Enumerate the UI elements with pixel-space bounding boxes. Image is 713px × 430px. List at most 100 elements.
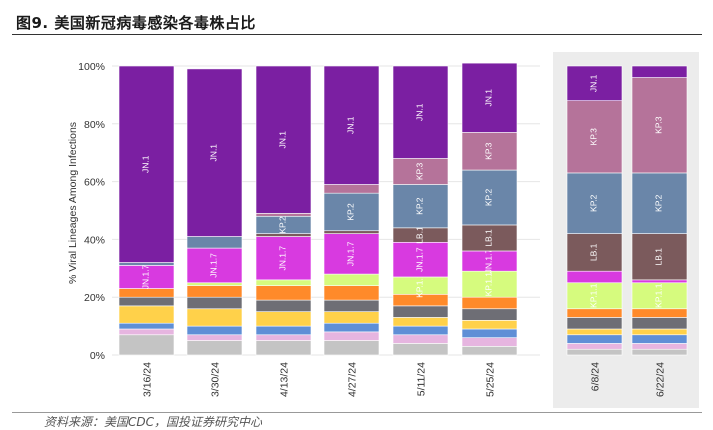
segment-label: KP.1.1 <box>654 283 664 308</box>
segment-label: KP.2 <box>346 203 356 221</box>
segment-label: JN.1 <box>346 116 356 134</box>
bar-segment <box>255 236 312 281</box>
bar-segment <box>118 334 175 356</box>
bar-segment <box>566 270 623 284</box>
bar-segment <box>255 340 312 356</box>
bar-segment <box>631 279 688 284</box>
bar-segment <box>323 322 380 333</box>
bar-segment <box>631 343 688 350</box>
segment-label: KP.2 <box>589 194 599 212</box>
bar-segment <box>186 334 243 341</box>
bar-segment <box>631 328 688 336</box>
segment-label: KP.1.1 <box>589 283 599 308</box>
x-tick-label: 6/8/24 <box>590 362 602 391</box>
bar-group: KP.1.1 LB.1 KP.2 KP.3 <box>631 65 688 356</box>
segment-label: KP.1.1 <box>484 272 494 297</box>
segment-label: KP.2 <box>484 189 494 207</box>
bar-segment <box>631 172 688 234</box>
title-divider <box>12 34 702 35</box>
bar-segment <box>118 65 175 263</box>
segment-label: JN.1 <box>484 89 494 107</box>
bar-segment <box>461 320 518 330</box>
bar-segment <box>461 346 518 356</box>
bar-segment <box>323 285 380 301</box>
segment-label: KP.1.1 <box>415 273 425 298</box>
bar-segment <box>566 65 623 101</box>
y-tick-label: 40% <box>84 234 105 246</box>
bar-group: KP.1.1 LB.1 KP.2 KP.3 JN.1 <box>566 65 623 356</box>
bar-segment <box>631 317 688 330</box>
bar-segment <box>255 279 312 286</box>
bar-group: KP.1.1JN.1.7 LB.1 KP.2 KP.3 JN.1 <box>461 62 518 356</box>
bar-segment <box>631 308 688 318</box>
bar-segment <box>461 62 518 133</box>
segment-label: JN.1 <box>278 131 288 149</box>
bar-segment <box>461 132 518 171</box>
footer-divider <box>12 412 702 413</box>
bar-segment <box>186 325 243 336</box>
bar-segment <box>631 233 688 281</box>
y-tick-label: 80% <box>84 119 105 131</box>
segment-label: JN.1.7 <box>141 264 151 289</box>
segment-label: JN.1 <box>589 74 599 92</box>
bar-segment <box>566 308 623 318</box>
segment-label: KP.3 <box>589 128 599 146</box>
bar-segment <box>255 325 312 336</box>
bar-segment <box>566 172 623 234</box>
y-axis-ticks: 0% 20% 40% 60% 80% 100% <box>78 61 105 362</box>
bar-segment <box>392 343 449 356</box>
x-tick-label: 5/11/24 <box>416 362 428 396</box>
bar-segment <box>631 334 688 344</box>
bar-segment <box>392 241 449 278</box>
bar-segment <box>392 325 449 336</box>
x-tick-label: 4/13/24 <box>279 362 291 397</box>
bar-segment <box>118 322 175 330</box>
segment-label: LB.1 <box>589 243 599 261</box>
bar-segment <box>255 334 312 341</box>
bar-segment <box>461 224 518 252</box>
bar-group: JN.1.7 JN.1 <box>118 65 175 356</box>
segment-label: KP.2 <box>654 194 664 212</box>
bar-segment <box>186 282 243 286</box>
bar-segment <box>186 236 243 249</box>
bar-segment <box>323 331 380 341</box>
bar-segment <box>323 299 380 312</box>
bar-segment <box>461 308 518 321</box>
segment-label: KP.3 <box>654 116 664 134</box>
segment-label: LB.1 <box>484 229 494 247</box>
y-tick-label: 60% <box>84 177 105 189</box>
segment-label: JN.1.7 <box>484 249 494 274</box>
bar-segment <box>255 285 312 301</box>
x-tick-label: 6/22/24 <box>655 362 667 397</box>
bar-segment <box>631 65 688 78</box>
segment-label: JN.1 <box>209 144 219 162</box>
bar-segment <box>255 311 312 327</box>
segment-label: JN.1.7 <box>278 246 288 271</box>
segment-label: KP.3 <box>484 142 494 160</box>
bars: JN.1.7JN.1JN.1.7JN.1JN.1.7KP.2JN.1JN.1.7… <box>118 62 688 356</box>
bar-segment <box>392 317 449 327</box>
y-axis-label: % Viral Lineages Among Infections <box>67 122 79 284</box>
y-tick-label: 0% <box>90 350 105 362</box>
bar-segment <box>461 169 518 226</box>
bar-segment <box>566 233 623 272</box>
bar-segment <box>186 308 243 327</box>
bar-segment <box>461 337 518 347</box>
bar-segment <box>323 192 380 232</box>
bar-group: JN.1.7 KP.2 JN.1 <box>255 65 312 356</box>
bar-segment <box>566 348 623 356</box>
y-tick-label: 20% <box>84 292 105 304</box>
x-tick-label: 5/25/24 <box>485 362 497 397</box>
x-tick-label: 3/30/24 <box>210 362 222 397</box>
figure-source: 资料来源：美国CDC，国投证券研究中心 <box>44 415 262 429</box>
bar-segment <box>631 282 688 310</box>
bar-segment <box>118 305 175 324</box>
segment-label: JN.1.7 <box>346 241 356 266</box>
bar-segment <box>323 340 380 356</box>
segment-label: JN.1 <box>141 155 151 173</box>
bar-segment <box>566 334 623 344</box>
bar-segment <box>186 247 243 284</box>
bar-segment <box>461 328 518 338</box>
bar-segment <box>186 340 243 356</box>
segment-label: LB.1 <box>654 248 664 266</box>
